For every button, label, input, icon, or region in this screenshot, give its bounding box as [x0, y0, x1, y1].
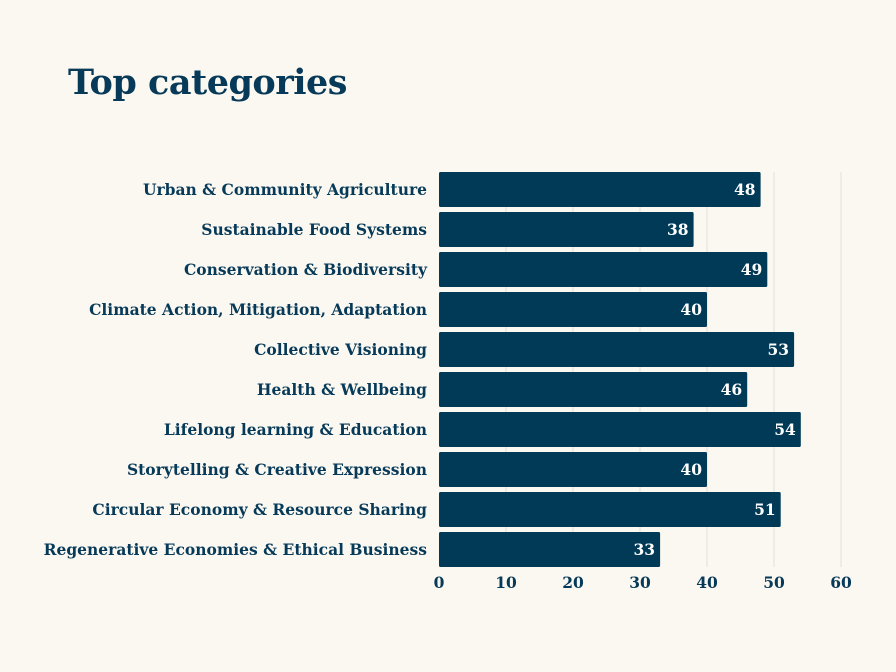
- bar: [439, 212, 694, 247]
- bar: [439, 412, 801, 447]
- bar: [439, 172, 761, 207]
- category-label: Sustainable Food Systems: [201, 220, 427, 239]
- category-labels: Urban & Community Agriculture Sustainable…: [44, 180, 428, 559]
- x-tick-label: 30: [629, 573, 651, 592]
- bar-value-label: 53: [768, 340, 790, 359]
- bar: [439, 492, 781, 527]
- value-labels: 48 38 49 40 53 46 54 40 51 33: [634, 180, 796, 559]
- category-label: Regenerative Economies & Ethical Busines…: [44, 540, 428, 559]
- bar-value-label: 46: [721, 380, 743, 399]
- category-label: Climate Action, Mitigation, Adaptation: [89, 300, 427, 319]
- bar: [439, 292, 707, 327]
- bars: [439, 172, 801, 567]
- bar: [439, 532, 661, 567]
- bar-value-label: 49: [741, 260, 763, 279]
- x-tick-label: 0: [434, 573, 445, 592]
- bar-value-label: 40: [680, 460, 702, 479]
- bar-value-label: 51: [754, 500, 776, 519]
- category-label: Conservation & Biodiversity: [184, 260, 428, 279]
- category-label: Lifelong learning & Education: [164, 420, 427, 439]
- category-label: Urban & Community Agriculture: [143, 180, 427, 199]
- bar-value-label: 33: [634, 540, 656, 559]
- bar-value-label: 54: [774, 420, 796, 439]
- bar-value-label: 48: [734, 180, 756, 199]
- x-tick-label: 50: [763, 573, 785, 592]
- x-tick-label: 10: [495, 573, 517, 592]
- category-label: Health & Wellbeing: [257, 380, 427, 399]
- bar-value-label: 40: [680, 300, 702, 319]
- bar: [439, 452, 707, 487]
- category-label: Circular Economy & Resource Sharing: [92, 500, 427, 519]
- x-tick-label: 20: [562, 573, 584, 592]
- bar: [439, 332, 795, 367]
- x-tick-label: 40: [696, 573, 718, 592]
- category-label: Collective Visioning: [254, 340, 427, 359]
- x-tick-label: 60: [830, 573, 852, 592]
- category-label: Storytelling & Creative Expression: [127, 460, 427, 479]
- chart-title: Top categories: [68, 62, 347, 103]
- bar: [439, 252, 768, 287]
- bar-value-label: 38: [667, 220, 689, 239]
- x-axis-ticks: 0 10 20 30 40 50 60: [434, 573, 852, 592]
- bar: [439, 372, 748, 407]
